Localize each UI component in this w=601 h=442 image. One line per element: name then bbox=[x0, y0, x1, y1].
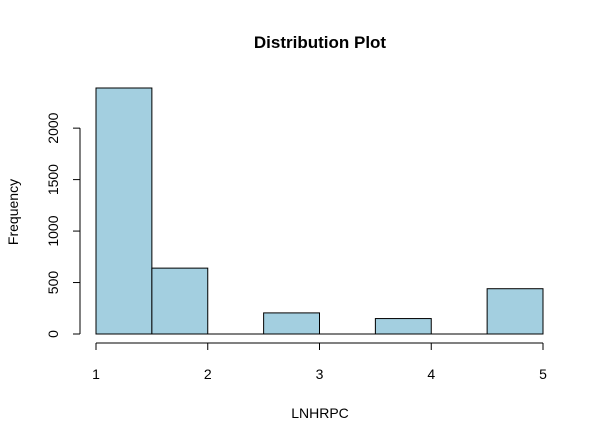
x-axis-label: LNHRPC bbox=[291, 405, 349, 421]
x-tick-label: 1 bbox=[92, 366, 100, 382]
histogram-bar bbox=[374, 318, 432, 335]
y-axis-label: Frequency bbox=[5, 179, 21, 245]
bars-group bbox=[95, 87, 544, 335]
y-tick-label: 1000 bbox=[45, 215, 61, 246]
histogram-bar bbox=[95, 87, 153, 335]
y-tick-label: 1500 bbox=[45, 164, 61, 195]
x-axis: 1 2 3 4 5 bbox=[92, 342, 547, 382]
histogram-bar bbox=[151, 267, 209, 335]
x-tick-label: 5 bbox=[539, 366, 547, 382]
y-tick-label: 0 bbox=[45, 330, 61, 338]
x-tick-label: 4 bbox=[427, 366, 435, 382]
y-tick-label: 500 bbox=[45, 271, 61, 295]
x-tick-label: 2 bbox=[204, 366, 212, 382]
chart-title: Distribution Plot bbox=[254, 33, 387, 52]
y-tick-label: 2000 bbox=[45, 112, 61, 143]
histogram-bar bbox=[263, 312, 320, 335]
y-axis: 0 500 1000 1500 2000 bbox=[45, 112, 81, 338]
histogram-bar bbox=[486, 288, 544, 335]
x-tick-label: 3 bbox=[316, 366, 324, 382]
